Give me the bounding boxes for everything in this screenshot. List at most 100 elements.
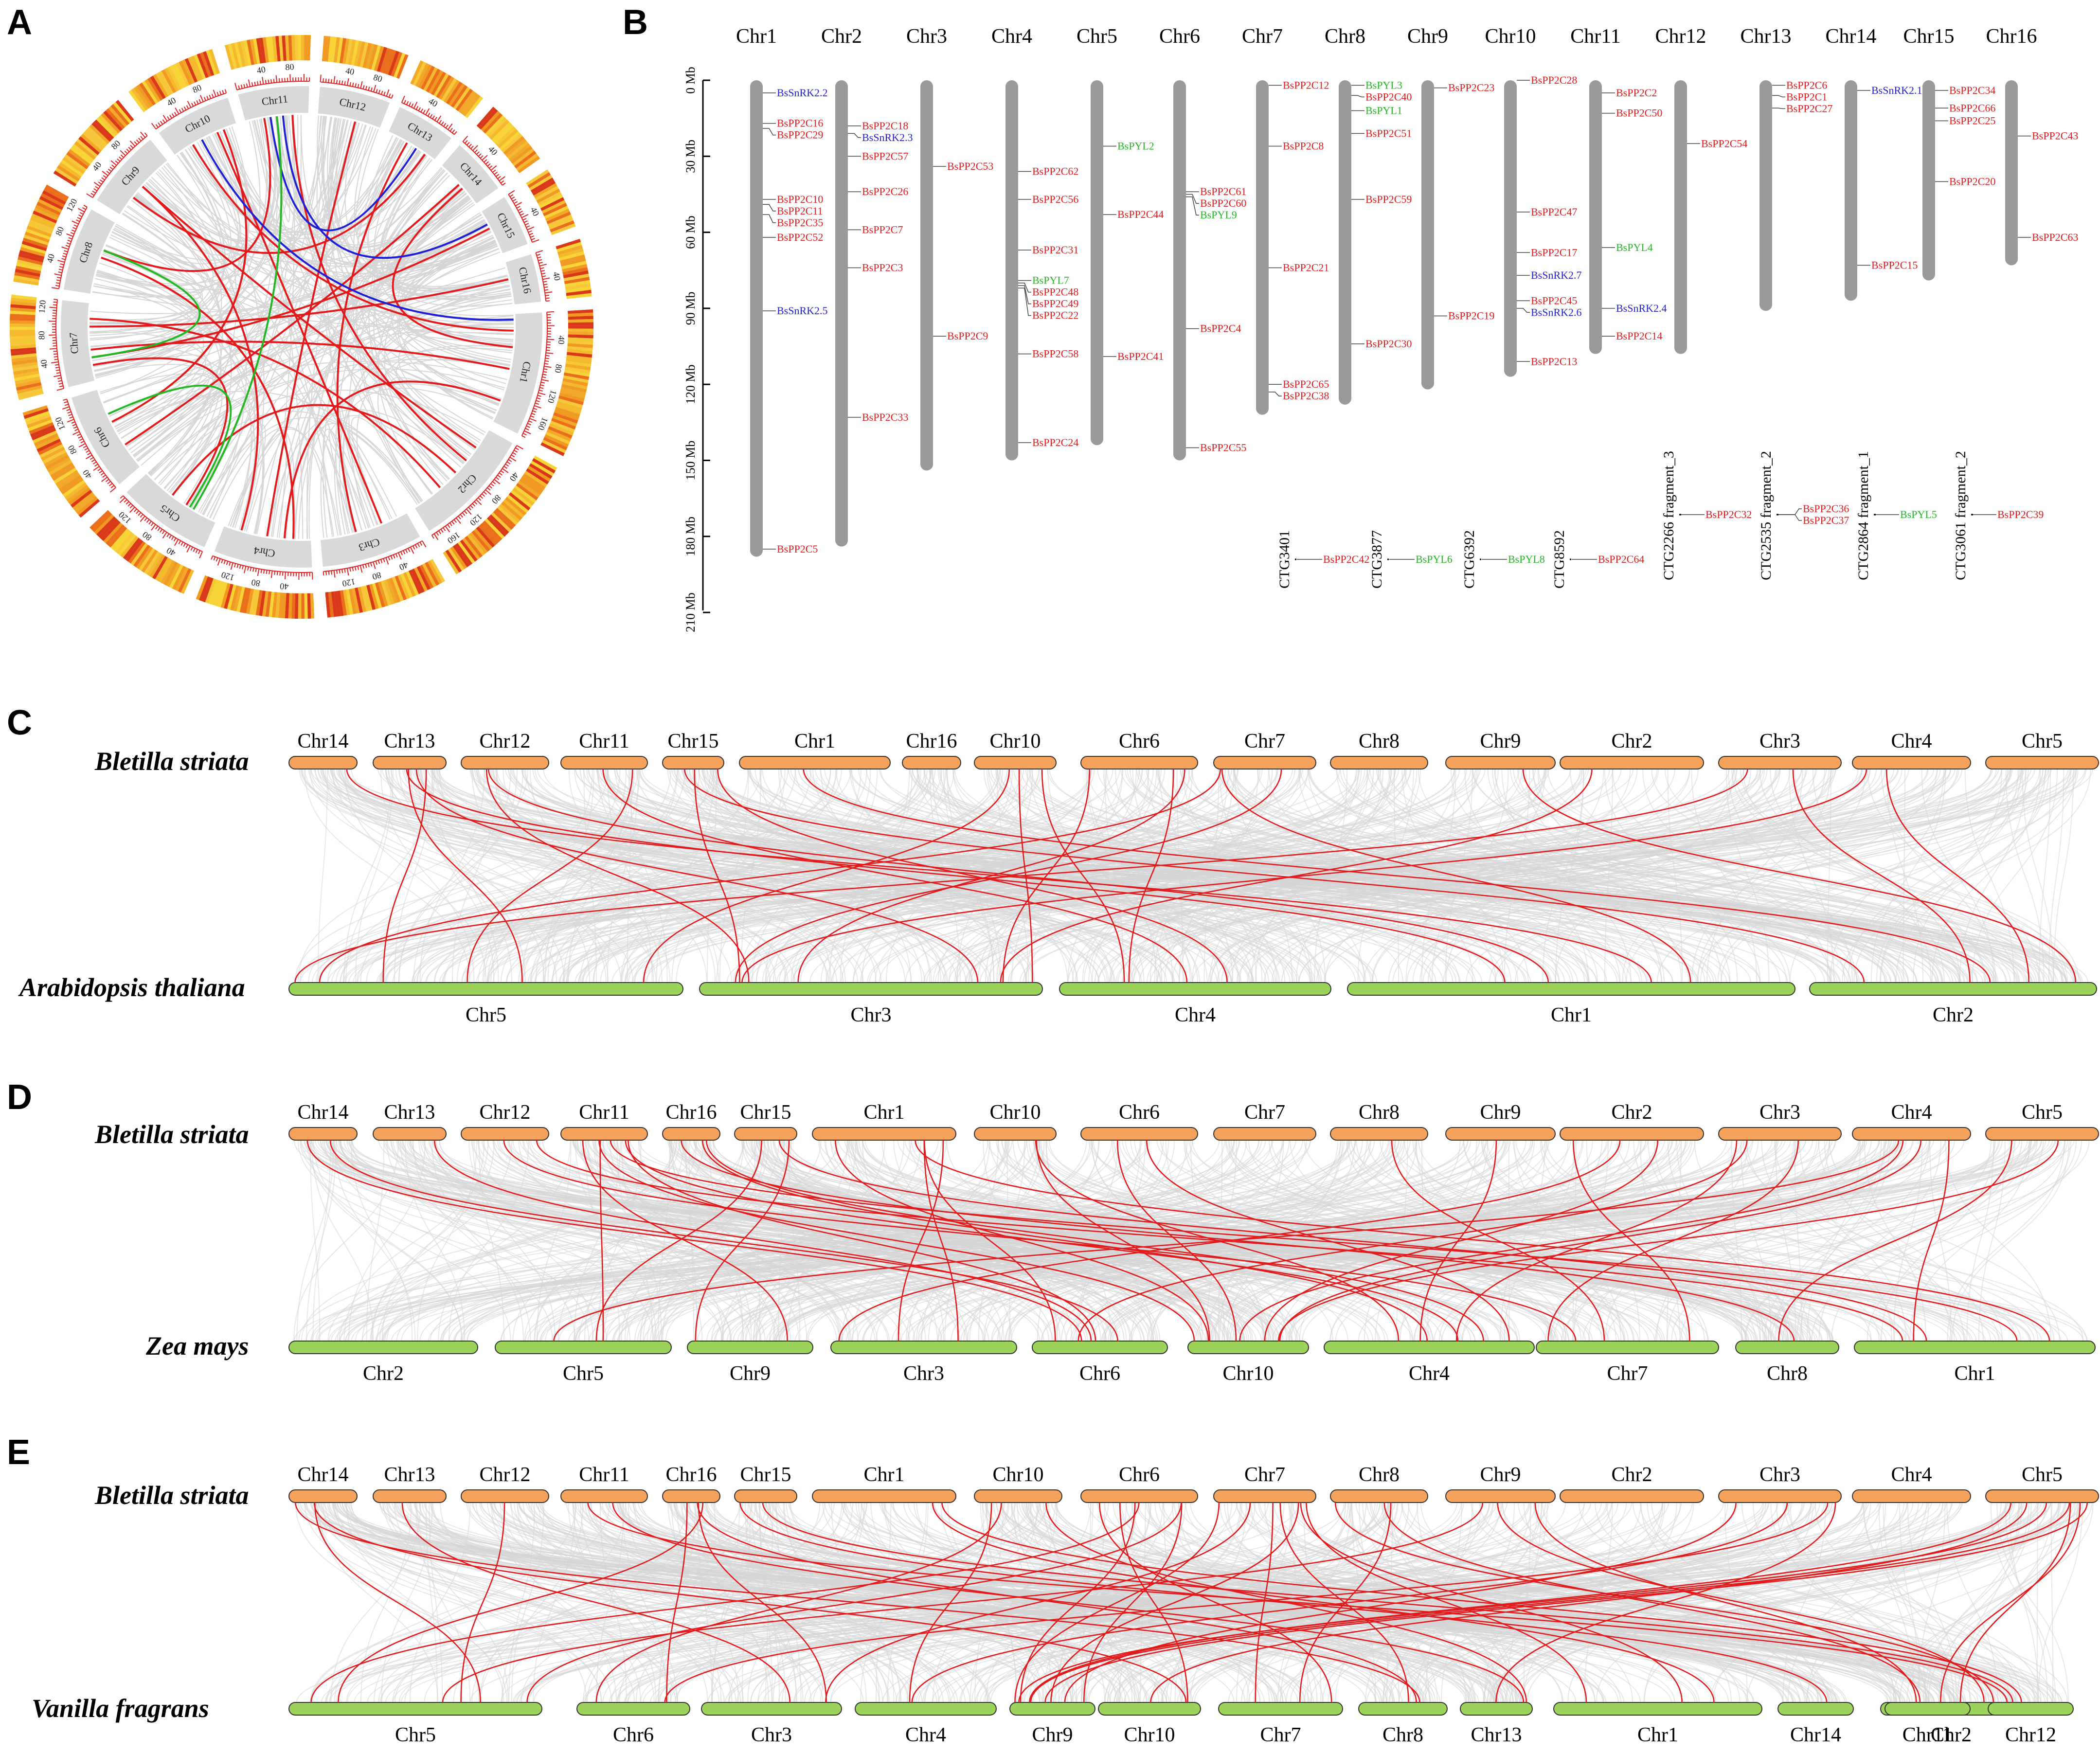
top-chromosome-label: Chr4 xyxy=(1891,1101,1932,1124)
pp2c-collinear-link xyxy=(142,186,477,448)
chromosome-band xyxy=(318,87,390,128)
top-chromosome-bar xyxy=(1985,1127,2099,1141)
density-bin xyxy=(563,375,589,383)
scale-tick xyxy=(86,193,93,198)
density-bin xyxy=(158,71,174,95)
density-bin xyxy=(339,38,346,64)
background-synteny-link xyxy=(616,1502,1935,1703)
b-chromosome-chr7: Chr7BsPP2C12BsPP2C8BsPP2C21BsPP2C65BsPP2… xyxy=(1242,25,1329,415)
density-bin xyxy=(426,69,441,93)
bottom-chromosome-label: Chr3 xyxy=(851,1004,892,1026)
density-bin xyxy=(514,151,537,169)
scale-tick xyxy=(110,160,117,166)
scale-tick xyxy=(100,472,105,476)
pp2c-snrk2-pyl-synteny-link xyxy=(778,1140,1927,1342)
density-bin xyxy=(231,43,240,69)
scale-tick xyxy=(67,239,72,242)
scale-tick xyxy=(528,420,533,423)
background-collinear-link xyxy=(298,383,499,539)
background-synteny-link xyxy=(295,1502,507,1703)
pp2c-snrk2-pyl-synteny-link xyxy=(1119,1502,1188,1703)
density-bin xyxy=(325,592,331,618)
b-chromosome-label: Chr7 xyxy=(1242,25,1283,48)
scale-tick xyxy=(534,405,541,409)
scale-tick xyxy=(543,284,548,286)
density-bin xyxy=(566,358,592,364)
scale-tick xyxy=(53,350,57,352)
scale-tick xyxy=(521,214,529,218)
density-bin xyxy=(562,381,588,390)
scale-tick xyxy=(118,156,123,160)
scale-tick xyxy=(522,432,527,436)
background-collinear-link xyxy=(206,285,510,517)
scale-tick xyxy=(68,237,72,240)
top-chromosome-label: Chr12 xyxy=(480,1101,531,1124)
density-bin xyxy=(166,563,181,587)
scale-tick xyxy=(487,163,491,167)
density-bin xyxy=(66,484,89,502)
density-bin xyxy=(512,487,535,506)
gene-label: BsPP2C62 xyxy=(1032,165,1078,178)
density-bin xyxy=(301,35,305,61)
scale-tick xyxy=(541,272,546,275)
scale-tick xyxy=(520,213,524,216)
background-collinear-link xyxy=(323,429,375,537)
density-bin xyxy=(113,530,132,552)
gene-label: BsPP2C61 xyxy=(1200,185,1246,197)
density-bin xyxy=(214,581,225,607)
density-bin xyxy=(529,463,553,479)
scale-tick xyxy=(323,571,324,576)
pp2c-snrk2-pyl-synteny-link xyxy=(467,769,633,983)
background-synteny-link xyxy=(558,769,2023,983)
background-synteny-link xyxy=(345,769,435,983)
bottom-chromosome-bar xyxy=(1777,1702,1854,1716)
scale-tick xyxy=(162,530,165,535)
scale-tick xyxy=(440,529,444,533)
density-bin xyxy=(233,586,242,611)
top-chromosome-bar xyxy=(662,1489,720,1503)
background-synteny-link xyxy=(495,769,912,983)
scale-tick xyxy=(72,220,79,225)
pp2c-snrk2-pyl-synteny-link xyxy=(741,769,1867,983)
pp2c-snrk2-pyl-synteny-link xyxy=(313,1502,1187,1703)
background-synteny-link xyxy=(1021,1502,1823,1703)
background-synteny-link xyxy=(527,1502,1522,1703)
density-bin xyxy=(545,209,570,222)
density-bin xyxy=(108,526,127,548)
density-bin xyxy=(24,232,50,243)
top-chromosome-bar xyxy=(1985,1489,2099,1503)
gene-label: BsSnRK2.1 xyxy=(1871,84,1922,96)
background-synteny-link xyxy=(1648,1140,1811,1342)
d-synteny-links xyxy=(293,1140,2090,1342)
density-bin xyxy=(197,53,209,78)
density-bin xyxy=(103,110,123,131)
top-chromosome-bar xyxy=(373,1127,447,1141)
chromosome-bar xyxy=(835,80,848,547)
gene-label: BsPP2C65 xyxy=(1283,378,1329,390)
density-bin xyxy=(446,81,463,105)
scale-tick xyxy=(433,533,439,540)
background-synteny-link xyxy=(296,1140,334,1342)
top-chromosome-bar xyxy=(560,756,648,770)
scale-tick xyxy=(102,171,108,176)
scale-tick xyxy=(169,535,172,539)
background-synteny-link xyxy=(311,1502,753,1703)
background-synteny-link xyxy=(1691,769,1831,983)
scale-tick-label: 80 xyxy=(191,82,203,95)
density-bin xyxy=(103,522,123,543)
background-synteny-link xyxy=(1775,1140,1882,1342)
density-bin xyxy=(427,560,443,585)
background-synteny-link xyxy=(898,1502,1385,1703)
pp2c-snrk2-pyl-synteny-link xyxy=(1534,1502,1917,1703)
scale-tick xyxy=(58,380,62,382)
pp2c-collinear-link xyxy=(103,118,271,272)
b-chromosome-label: Chr1 xyxy=(736,25,777,48)
density-bin xyxy=(453,87,470,109)
bottom-chromosome-label: Chr3 xyxy=(751,1724,792,1746)
scale-tick xyxy=(233,563,236,568)
scale-tick xyxy=(276,571,278,575)
density-bin xyxy=(567,343,593,348)
gene-leader-line xyxy=(1186,194,1199,204)
scale-tick xyxy=(242,565,244,570)
scale-tick xyxy=(509,194,514,197)
